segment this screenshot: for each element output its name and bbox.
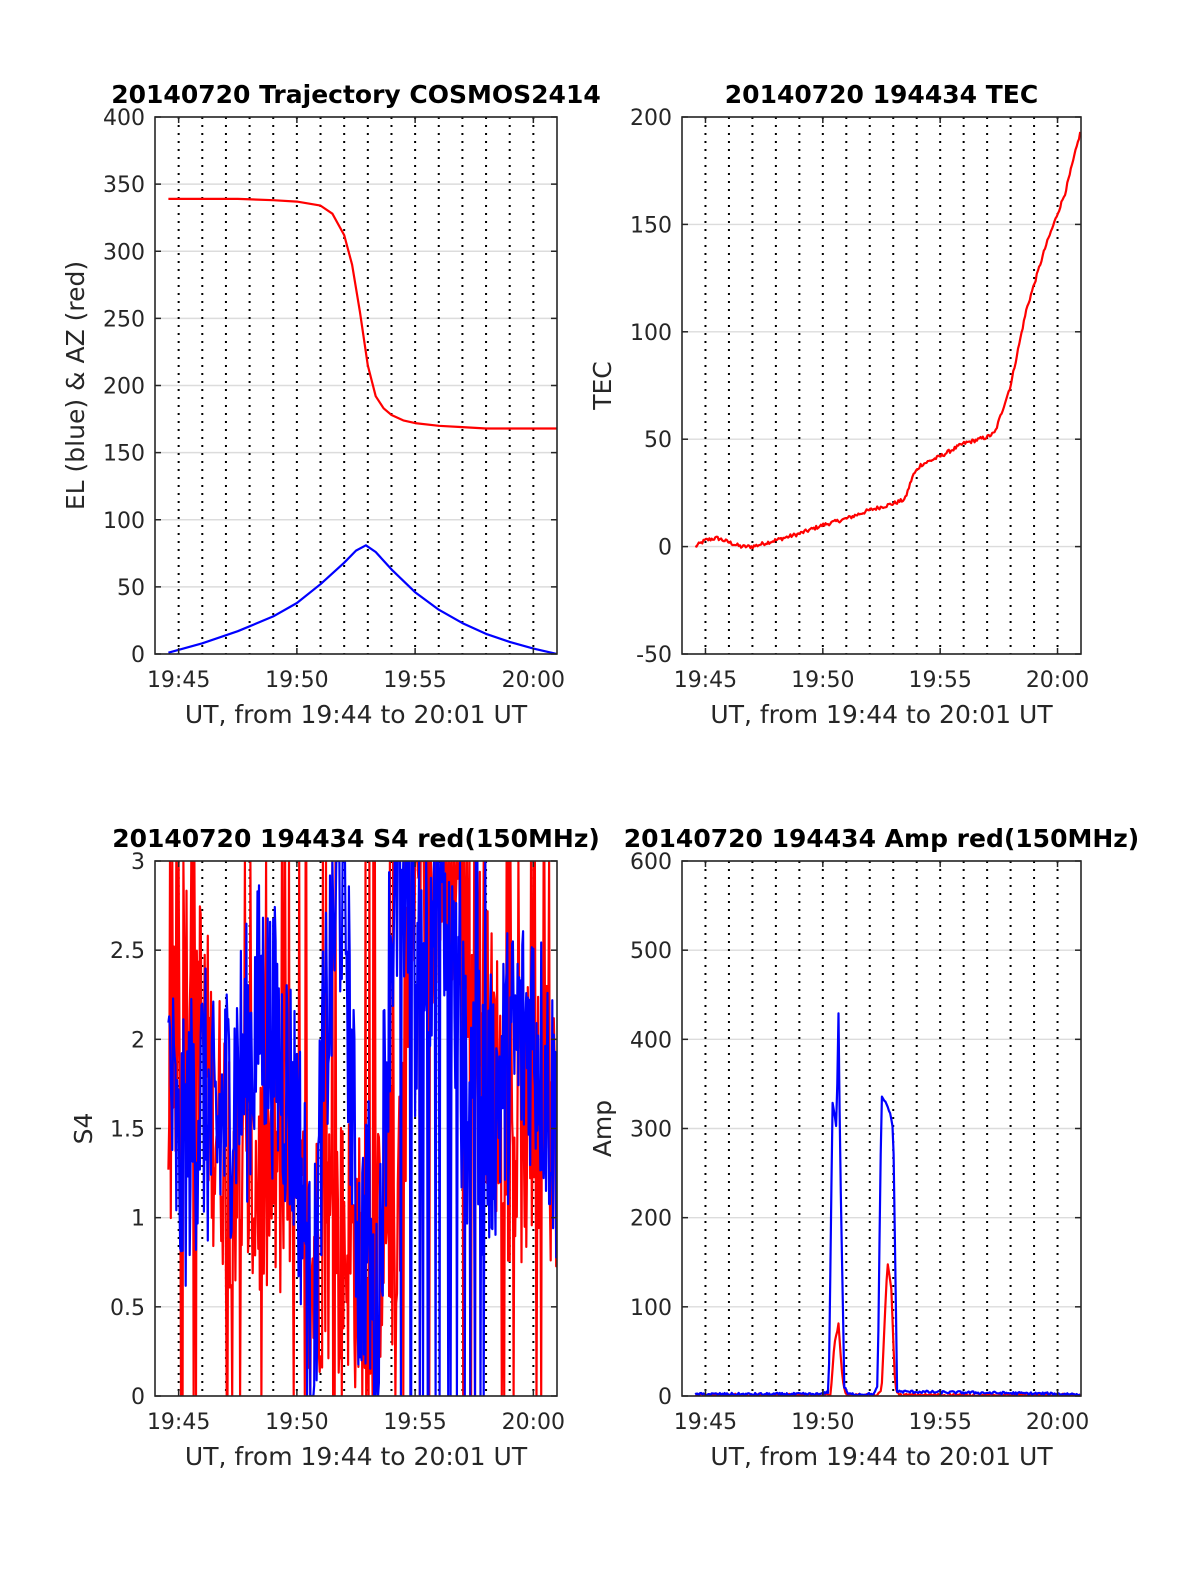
y-tick-label: 200 (630, 1207, 672, 1232)
panel-tec: -50 0 50 100 150 200 19:45 19:50 19:55 20:00 20140… (588, 80, 1089, 729)
panel-title: 20140720 194434 S4 red(150MHz) (112, 824, 600, 853)
y-tick-label: 100 (103, 509, 145, 534)
y-tick-label: 600 (630, 850, 672, 875)
y-tick-label: 250 (103, 307, 145, 332)
panel-amp: 0 100 200 300 400 500 600 19:45 19:50 19:55 20:00 2… (588, 824, 1139, 1471)
x-tick-label: 19:50 (265, 668, 328, 693)
y-tick-label: 300 (630, 1118, 672, 1143)
y-tick-label: 1 (131, 1207, 145, 1232)
x-axis-label: UT, from 19:44 to 20:01 UT (710, 700, 1053, 729)
series-group (694, 1012, 1081, 1396)
x-tick-label: 20:00 (1026, 668, 1089, 693)
y-axis-label: TEC (588, 361, 617, 411)
y-tick-label: 150 (103, 442, 145, 467)
panel-title: 20140720 Trajectory COSMOS2414 (111, 80, 601, 109)
y-tick-label: 1.5 (110, 1118, 145, 1143)
x-tick-label: 19:55 (383, 1410, 446, 1435)
y-tick-label: 200 (630, 106, 672, 131)
y-tick-label: 2.5 (110, 939, 145, 964)
x-tick-label: 19:50 (791, 1410, 854, 1435)
x-tick-label: 20:00 (502, 1410, 565, 1435)
x-tick-label: 19:45 (147, 668, 210, 693)
series-line-0 (694, 131, 1081, 550)
y-axis-label: EL (blue) & AZ (red) (61, 261, 90, 510)
panel-title: 20140720 194434 Amp red(150MHz) (624, 824, 1140, 853)
y-tick-label: 400 (630, 1028, 672, 1053)
series-group (168, 197, 557, 654)
series-line-0 (168, 197, 557, 430)
x-tick-label: 19:55 (383, 668, 446, 693)
series-line-1 (694, 1012, 1081, 1396)
y-tick-label: 3 (131, 850, 145, 875)
panel-s4: 0 0.5 1 1.5 2 2.5 3 19:45 19:50 19:55 20:00 2014072… (69, 824, 600, 1471)
x-tick-label: 20:00 (502, 668, 565, 693)
y-tick-label: 2 (131, 1028, 145, 1053)
x-tick-label: 19:55 (908, 1410, 971, 1435)
series-line-1 (167, 861, 557, 1396)
y-tick-label: 50 (644, 428, 672, 453)
y-tick-label: 500 (630, 939, 672, 964)
y-tick-label: 0 (131, 1385, 145, 1410)
y-tick-label: 50 (117, 576, 145, 601)
x-axis-label: UT, from 19:44 to 20:01 UT (710, 1442, 1053, 1471)
y-tick-label: 100 (630, 321, 672, 346)
series-group (167, 861, 557, 1396)
y-tick-label: 400 (103, 106, 145, 131)
y-tick-label: 300 (103, 240, 145, 265)
x-tick-label: 19:45 (674, 668, 737, 693)
x-tick-label: 19:45 (674, 1410, 737, 1435)
series-group (694, 131, 1081, 550)
x-axis-label: UT, from 19:44 to 20:01 UT (185, 1442, 528, 1471)
y-tick-label: 150 (630, 213, 672, 238)
x-tick-label: 19:50 (791, 668, 854, 693)
y-axis-label: S4 (69, 1113, 98, 1145)
y-tick-label: 100 (630, 1296, 672, 1321)
axes-frame (681, 116, 1082, 655)
y-tick-label: 0 (658, 536, 672, 561)
x-tick-label: 20:00 (1026, 1410, 1089, 1435)
panel-title: 20140720 194434 TEC (725, 80, 1038, 109)
y-tick-label: 0 (131, 643, 145, 668)
x-axis-label: UT, from 19:44 to 20:01 UT (185, 700, 528, 729)
x-tick-label: 19:50 (265, 1410, 328, 1435)
y-axis-label: Amp (588, 1100, 617, 1157)
y-tick-label: 0.5 (110, 1296, 145, 1321)
panel-trajectory: 0 50 100 150 200 250 300 350 400 19:45 19:50 19:55 2… (61, 80, 601, 729)
y-tick-label: 0 (658, 1385, 672, 1410)
x-tick-label: 19:55 (908, 668, 971, 693)
series-line-1 (168, 544, 557, 654)
y-tick-label: -50 (636, 643, 672, 668)
y-tick-label: 350 (103, 173, 145, 198)
y-tick-label: 200 (103, 375, 145, 400)
x-tick-label: 19:45 (147, 1410, 210, 1435)
